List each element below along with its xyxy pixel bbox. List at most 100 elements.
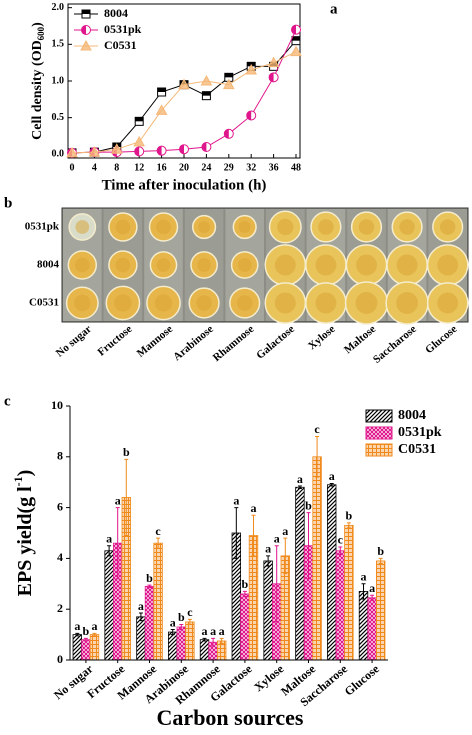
significance-letter: b	[146, 571, 153, 585]
x-tick-label: 24	[201, 162, 211, 173]
significance-letter: a	[297, 472, 303, 486]
x-tick-label: 32	[246, 162, 256, 173]
marker	[290, 45, 302, 57]
panel-label: c	[4, 393, 11, 409]
error-bar	[202, 637, 207, 642]
bar	[263, 560, 273, 661]
colony-core	[236, 295, 253, 311]
error-bar	[361, 583, 366, 600]
significance-letter: b	[178, 610, 185, 624]
significance-letter: b	[346, 509, 353, 523]
bar	[358, 591, 369, 661]
colony-core	[315, 292, 337, 314]
significance-letter: a	[210, 624, 216, 638]
error-bar	[138, 612, 143, 622]
colony-core	[355, 292, 378, 314]
significance-letter: b	[305, 498, 312, 512]
colony-core	[277, 218, 294, 236]
x-tick-label: 8	[114, 162, 119, 173]
legend-label: 0531pk	[104, 22, 142, 36]
error-bar	[75, 632, 80, 637]
panel-label: b	[4, 195, 12, 211]
significance-letter: a	[329, 469, 335, 483]
colony-core	[115, 219, 131, 235]
series-markers	[67, 36, 301, 158]
significance-letter: c	[155, 524, 161, 538]
y-tick-label: 8	[57, 449, 63, 463]
significance-letter: c	[187, 605, 193, 619]
marker-fill	[201, 142, 207, 152]
bar	[312, 456, 322, 661]
marker-fill	[82, 10, 90, 14]
series-markers	[66, 45, 302, 158]
colony-core	[356, 254, 377, 276]
colony-core	[196, 295, 212, 311]
error-bar	[147, 584, 152, 589]
y-tick-label: 0.5	[52, 112, 65, 123]
axes	[69, 406, 388, 661]
bar	[240, 593, 250, 661]
colony-core	[315, 254, 337, 276]
legend-label: 8004	[398, 408, 426, 423]
x-tick-label: 48	[291, 162, 301, 173]
y-tick-label: 0.0	[52, 149, 65, 160]
column-label: Glucose	[423, 323, 459, 356]
error-bar	[338, 546, 343, 556]
x-tick-label: 36	[269, 162, 279, 173]
error-bar	[170, 629, 175, 636]
marker	[267, 56, 280, 68]
error-bar	[370, 594, 375, 601]
y-tick-label: 0	[57, 652, 63, 666]
error-bar	[251, 514, 256, 557]
error-bar	[346, 522, 351, 529]
colony-core	[274, 254, 296, 276]
colony-core	[399, 219, 415, 235]
x-tick-label: 29	[224, 162, 234, 173]
marker-fill	[246, 110, 252, 120]
marker-fill	[81, 25, 86, 35]
colony-core	[318, 219, 334, 235]
error-bar	[266, 555, 271, 567]
y-tick-label: 1.5	[52, 39, 65, 50]
marker	[133, 135, 146, 147]
colony-core	[437, 292, 459, 314]
error-bar	[378, 557, 383, 564]
x-axis-label: Time after inoculation (h)	[102, 177, 267, 193]
colony-core	[274, 292, 296, 314]
x-tick-label: 0	[70, 162, 75, 173]
legend-label: C0531	[398, 442, 436, 457]
marker	[200, 74, 213, 86]
error-bar	[92, 632, 97, 637]
significance-letter: a	[202, 624, 208, 638]
bar	[89, 634, 100, 661]
error-bar	[283, 537, 288, 575]
marker	[178, 78, 190, 90]
colony-core	[154, 294, 173, 312]
bar	[344, 524, 354, 661]
bar	[72, 634, 83, 661]
marker-fill	[134, 146, 140, 156]
colony-core	[115, 257, 131, 273]
row-label: 8004	[37, 259, 60, 271]
x-tick-label: 20	[179, 162, 189, 173]
error-bar	[219, 637, 224, 644]
error-bar	[242, 590, 247, 597]
legend-label: C0531	[104, 38, 137, 52]
legend-label: 0531pk	[398, 425, 442, 440]
colony-core	[75, 257, 90, 273]
panel-label: a	[330, 1, 338, 17]
error-bar	[187, 618, 192, 625]
y-tick-label: 10	[51, 398, 63, 412]
column-label: Galactose	[254, 323, 297, 362]
bar	[199, 639, 210, 661]
y-axis-label: EPS yield(g l-1)	[11, 470, 36, 597]
significance-letter: a	[91, 619, 97, 633]
bar	[144, 585, 155, 661]
marker	[66, 146, 78, 158]
bar	[176, 626, 186, 661]
error-bar	[306, 512, 311, 580]
bar	[367, 597, 377, 661]
colony-core	[156, 219, 171, 235]
colony-core	[439, 219, 456, 235]
